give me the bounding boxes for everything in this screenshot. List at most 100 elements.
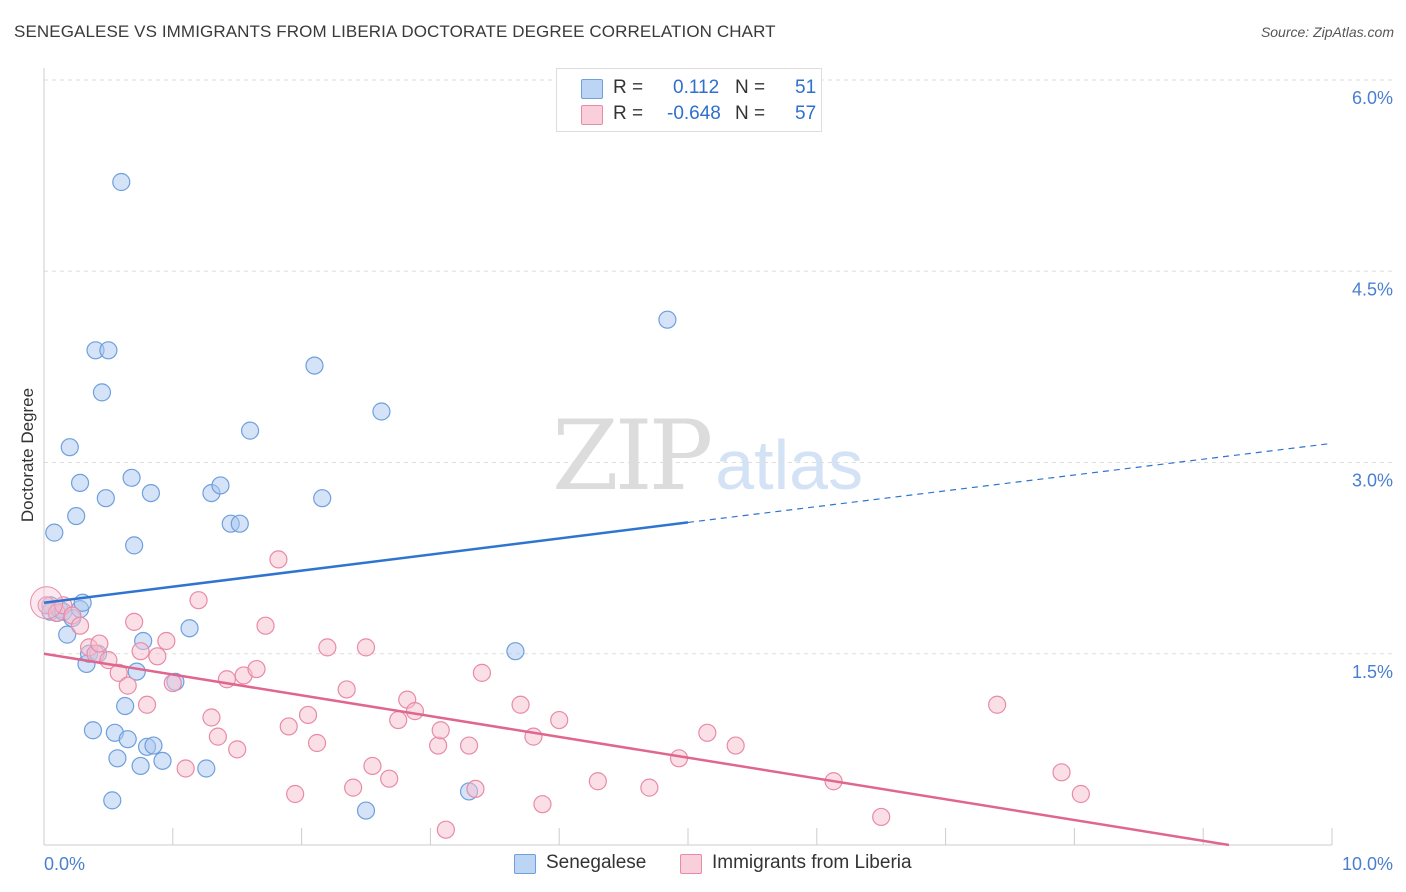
liberia-point — [698, 723, 717, 742]
senegalese-point — [122, 468, 141, 487]
watermark-atlas: atlas — [715, 426, 864, 504]
senegalese-point — [99, 341, 118, 360]
legend-n-label: N = — [735, 77, 766, 98]
senegalese-point — [108, 749, 127, 768]
y-tick-label: 3.0% — [1352, 471, 1393, 491]
senegalese-point — [356, 801, 376, 820]
y-tick-label: 4.5% — [1352, 279, 1393, 299]
legend-r-label: R = — [613, 77, 644, 98]
chart-title: SENEGALESE VS IMMIGRANTS FROM LIBERIA DO… — [14, 22, 776, 41]
liberia-point — [511, 695, 530, 714]
senegalese-point — [180, 619, 199, 638]
liberia-point — [279, 717, 298, 736]
series-legend-swatch-liberia — [680, 854, 702, 874]
legend-n-label: N = — [735, 103, 766, 124]
liberia-point — [163, 673, 182, 693]
y-tick-label: 1.5% — [1352, 662, 1393, 682]
senegalese-point — [67, 506, 86, 526]
liberia-point — [148, 647, 167, 666]
legend-swatch-liberia — [581, 105, 603, 125]
senegalese-point — [125, 536, 144, 555]
liberia-point — [247, 659, 266, 679]
senegalese-point — [211, 476, 230, 495]
senegalese-point — [45, 523, 64, 542]
source-label: Source: ZipAtlas.com — [1260, 24, 1394, 40]
liberia-point — [726, 736, 745, 755]
watermark-zip: ZIP — [552, 400, 713, 512]
liberia-point — [125, 612, 144, 631]
legend-r-value: -0.648 — [667, 103, 721, 124]
senegalese-point — [230, 514, 249, 533]
senegalese-point — [153, 751, 172, 770]
liberia-point — [550, 710, 569, 730]
liberia-point — [256, 616, 275, 635]
liberia-point — [533, 795, 552, 814]
senegalese-point — [131, 756, 150, 776]
senegalese-point — [506, 642, 525, 661]
senegalese-point — [103, 791, 122, 810]
liberia-point — [286, 784, 305, 804]
senegalese-point — [92, 383, 112, 402]
liberia-point — [307, 733, 327, 753]
senegalese-point — [118, 730, 137, 749]
senegalese-point — [313, 489, 332, 508]
liberia-point — [189, 591, 208, 610]
senegalese-point — [197, 759, 216, 778]
y-tick-label: 6.0% — [1352, 88, 1393, 108]
senegalese-point — [305, 356, 324, 375]
liberia-point — [429, 736, 448, 755]
liberia-point — [118, 676, 137, 695]
liberia-point — [356, 638, 376, 657]
liberia-point — [459, 736, 479, 755]
legend-n-value: 51 — [795, 77, 817, 98]
senegalese-point — [70, 473, 90, 492]
liberia-point — [70, 616, 90, 635]
liberia-point — [640, 778, 659, 797]
liberia-point — [202, 708, 221, 727]
senegalese-point — [116, 696, 135, 716]
liberia-point — [1052, 763, 1071, 782]
liberia-point — [344, 778, 363, 797]
liberia-point — [157, 631, 176, 651]
liberia-point — [337, 680, 356, 699]
series-legend-label-liberia: Immigrants from Liberia — [712, 852, 912, 873]
senegalese-point — [144, 736, 163, 755]
liberia-trend-line — [43, 652, 1230, 847]
liberia-point — [269, 550, 288, 569]
y-axis-label: Doctorate Degree — [18, 387, 37, 523]
liberia-point — [109, 663, 128, 682]
x-tick-label: 10.0% — [1342, 854, 1393, 874]
liberia-point — [436, 820, 455, 839]
liberia-point — [208, 727, 227, 746]
liberia-point — [90, 634, 109, 653]
liberia-point — [363, 756, 382, 776]
x-tick-label: 0.0% — [44, 854, 85, 874]
senegalese-point — [60, 438, 79, 457]
senegalese-trend-line — [43, 521, 689, 604]
liberia-point — [318, 638, 337, 657]
liberia-point — [872, 807, 891, 827]
liberia-point — [380, 769, 399, 788]
liberia-point — [176, 759, 195, 778]
legend-n-value: 57 — [795, 103, 817, 124]
liberia-point — [431, 721, 450, 740]
liberia-point — [472, 663, 492, 682]
legend-r-label: R = — [613, 103, 644, 124]
series-legend-swatch-senegalese — [514, 854, 536, 874]
liberia-point — [466, 779, 485, 799]
series-legend-label-senegalese: Senegalese — [546, 852, 647, 873]
liberia-point — [137, 695, 157, 714]
senegalese-point — [658, 310, 677, 329]
liberia-point — [389, 710, 408, 730]
watermark: ZIPatlas — [552, 400, 863, 512]
senegalese-trend-extension — [687, 442, 1333, 524]
senegalese-point — [141, 484, 161, 503]
liberia-point — [1071, 784, 1090, 804]
liberia-point — [405, 702, 425, 721]
senegalese-point — [83, 721, 103, 740]
senegalese-point — [372, 402, 391, 421]
senegalese-point — [96, 489, 115, 508]
legend-swatch-senegalese — [581, 79, 603, 99]
liberia-point — [228, 740, 247, 759]
